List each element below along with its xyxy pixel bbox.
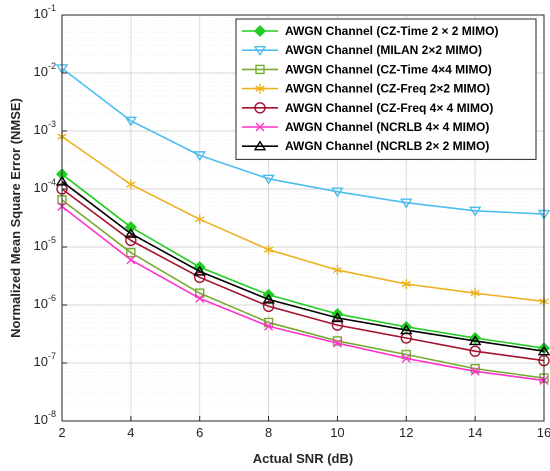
data-point	[332, 338, 342, 348]
data-point	[255, 122, 265, 132]
axis-ticks: 2 4 6 8 10 12 14 16 10-8 10-7 10-6 10-5 10-4 10-3 10-2…	[34, 3, 550, 440]
legend-label: AWGN Channel (CZ-Freq 2×2 MIMO)	[285, 82, 490, 96]
series-line	[61, 180, 545, 352]
legend-entry: AWGN Channel (CZ-Freq 2×2 MIMO)	[242, 82, 490, 96]
data-point	[254, 25, 266, 37]
x-tick-label: 12	[399, 425, 413, 440]
data-point	[401, 279, 411, 290]
x-tick-label: 2	[58, 425, 65, 440]
data-point	[332, 265, 343, 276]
data-point	[124, 116, 138, 127]
x-tick-label: 6	[196, 425, 203, 440]
y-tick-label: 10-5	[34, 235, 56, 253]
series-line	[61, 188, 545, 362]
data-point	[255, 64, 265, 75]
y-axis-title: Normalized Mean Square Error (NMSE)	[8, 98, 23, 338]
data-point	[262, 174, 275, 185]
data-point	[331, 187, 344, 198]
data-point	[262, 293, 275, 304]
data-point	[468, 335, 482, 346]
data-point	[195, 293, 205, 303]
data-point	[124, 227, 138, 238]
x-axis-title: Actual SNR (dB)	[253, 451, 353, 466]
data-point	[125, 234, 137, 247]
plot-area-frame	[61, 14, 545, 422]
y-tick-label: 10-6	[34, 293, 56, 311]
legend-label: AWGN Channel (NCRLB 4× 4 MIMO)	[285, 120, 489, 134]
data-point	[470, 366, 480, 376]
data-point	[124, 221, 137, 234]
data-point	[193, 265, 206, 276]
y-tick-label: 10-1	[34, 3, 56, 21]
series-line	[61, 173, 545, 349]
series-lines	[55, 64, 550, 385]
data-point	[253, 140, 267, 151]
y-tick-label: 10-2	[34, 61, 56, 79]
legend-label: AWGN Channel (NCRLB 2× 2 MIMO)	[285, 139, 489, 153]
series-line	[61, 135, 545, 303]
data-point	[255, 83, 265, 94]
data-point	[126, 247, 136, 258]
data-point	[254, 102, 266, 114]
legend: AWGN Channel (CZ-Time 2 × 2 MIMO) AWGN Ch…	[235, 18, 537, 160]
data-point	[262, 300, 275, 312]
legend-entry: AWGN Channel (NCRLB 4× 4 MIMO)	[242, 120, 489, 134]
legend-entry: AWGN Channel (CZ-Time 4×4 MIMO)	[242, 62, 492, 76]
x-tick-label: 8	[265, 425, 272, 440]
legend-label: AWGN Channel (CZ-Time 2 × 2 MIMO)	[285, 24, 498, 38]
legend-box	[235, 18, 537, 160]
data-point	[253, 46, 267, 57]
data-point	[470, 363, 480, 374]
series-line	[61, 205, 545, 382]
data-point	[193, 151, 206, 162]
data-point	[468, 206, 482, 217]
data-point	[263, 244, 274, 255]
data-point	[470, 288, 480, 299]
data-point	[195, 288, 205, 298]
y-tick-label: 10-4	[34, 177, 56, 195]
y-tick-label: 10-8	[34, 409, 56, 427]
data-point	[264, 321, 274, 331]
y-tick-label: 10-3	[34, 119, 56, 137]
data-point	[400, 198, 413, 209]
legend-entry: AWGN Channel (NCRLB 2× 2 MIMO)	[242, 139, 489, 153]
data-point	[332, 336, 343, 346]
y-tick-label: 10-7	[34, 351, 56, 369]
x-tick-label: 16	[537, 425, 550, 440]
series-2	[55, 64, 550, 220]
x-tick-label: 4	[127, 425, 134, 440]
legend-entry: AWGN Channel (MILAN 2×2 MIMO)	[242, 43, 482, 57]
legend-entry: AWGN Channel (CZ-Time 2 × 2 MIMO)	[242, 24, 498, 38]
data-point	[401, 353, 411, 363]
data-point	[126, 179, 136, 190]
series-6	[57, 201, 549, 385]
data-point	[194, 271, 206, 284]
x-tick-label: 14	[468, 425, 482, 440]
data-point	[331, 319, 344, 331]
x-tick-label: 10	[330, 425, 344, 440]
data-point	[400, 324, 413, 335]
legend-label: AWGN Channel (CZ-Time 4×4 MIMO)	[285, 62, 492, 76]
series-line	[61, 199, 545, 379]
legend-label: AWGN Channel (MILAN 2×2 MIMO)	[285, 43, 482, 57]
legend-label: AWGN Channel (CZ-Freq 4× 4 MIMO)	[285, 101, 493, 115]
data-point	[469, 345, 481, 357]
data-point	[331, 312, 344, 323]
data-point	[195, 214, 205, 225]
series-line	[61, 67, 545, 215]
data-point	[126, 255, 136, 265]
legend-entry: AWGN Channel (CZ-Freq 4× 4 MIMO)	[242, 101, 493, 115]
